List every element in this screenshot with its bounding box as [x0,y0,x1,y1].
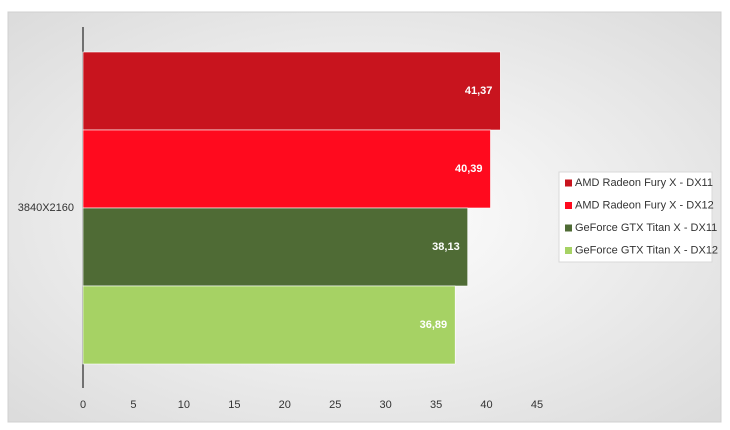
bar [82,207,468,287]
legend-label: GeForce GTX Titan X - DX11 [575,222,717,234]
legend-label: GeForce GTX Titan X - DX12 [575,244,718,256]
x-tick-label: 45 [531,399,543,411]
x-tick-label: 35 [430,399,442,411]
legend-label: AMD Radeon Fury X - DX12 [575,199,714,211]
bar [82,129,491,209]
x-tick-label: 25 [329,399,341,411]
bar [82,285,456,365]
legend-swatch [565,179,572,187]
x-tick-label: 40 [480,399,492,411]
x-tick-label: 0 [80,399,86,411]
x-tick-label: 20 [279,399,291,411]
y-tick-label: 3840X2160 [18,202,74,214]
value-label: 36,89 [420,319,448,331]
value-label: 38,13 [432,241,460,253]
legend-swatch [565,247,572,254]
x-tick-label: 30 [380,399,392,411]
legend-swatch [565,224,572,232]
legend-swatch [565,202,572,209]
bar [82,51,501,131]
x-tick-label: 10 [178,399,190,411]
legend-label: AMD Radeon Fury X - DX11 [575,177,713,189]
x-tick-label: 15 [228,399,240,411]
x-tick-label: 5 [130,399,136,411]
value-label: 41,37 [465,85,493,97]
legend-box [558,171,713,263]
value-label: 40,39 [455,163,483,175]
